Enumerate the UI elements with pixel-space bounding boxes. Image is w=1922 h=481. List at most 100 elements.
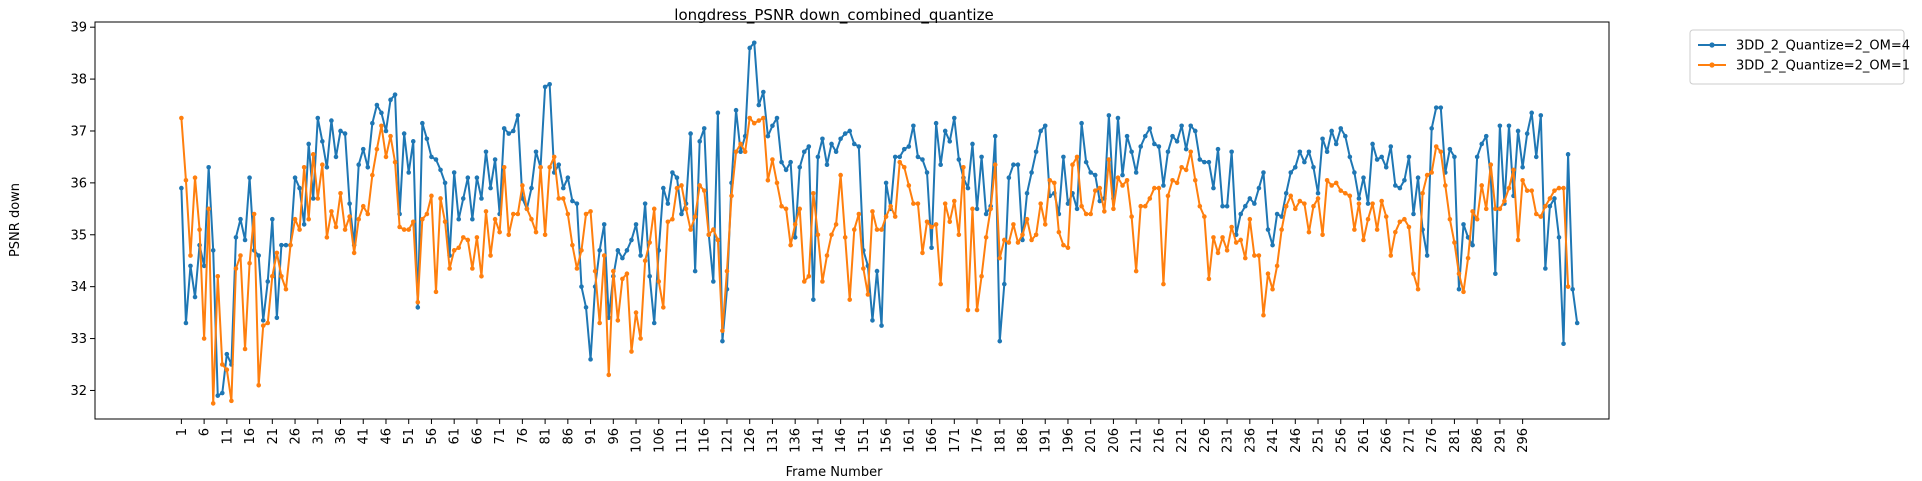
series-1-point: [915, 154, 921, 160]
series-2-point: [1183, 167, 1189, 173]
series-2-point: [806, 273, 812, 279]
x-tick-label: 76: [516, 428, 531, 445]
series-2-point: [992, 162, 998, 168]
series-2-point: [1383, 214, 1389, 219]
series-1-point: [824, 162, 830, 168]
x-tick-label: 91: [584, 428, 599, 445]
series-2-point: [751, 120, 757, 126]
series-2-point: [1338, 188, 1344, 193]
series-2-point: [1111, 206, 1116, 212]
series-1-point: [1097, 198, 1103, 204]
series-2-point: [788, 242, 793, 248]
series-2-point: [433, 289, 439, 295]
x-tick-label: 201: [1084, 428, 1099, 453]
series-1-point: [1543, 266, 1548, 271]
series-2-point: [1029, 237, 1034, 243]
series-2-point: [1470, 209, 1475, 214]
series-2-point: [1565, 284, 1571, 289]
series-2-point: [206, 206, 211, 212]
series-2-point: [1488, 162, 1494, 168]
series-1-point: [406, 170, 412, 175]
series-2-point: [501, 165, 507, 170]
series-2-point: [811, 190, 816, 196]
series-2-point: [242, 346, 248, 352]
series-2-point: [738, 141, 743, 147]
series-1-point: [1006, 175, 1012, 180]
series-1-point: [1283, 190, 1289, 196]
series-1-point: [1174, 139, 1180, 144]
series-1-point: [1033, 149, 1039, 155]
series-2-point: [638, 336, 643, 341]
x-tick-label: 6: [198, 428, 213, 436]
series-1-point: [420, 120, 425, 126]
series-1-point: [192, 294, 198, 300]
series-1-point: [1152, 141, 1157, 147]
x-tick-label: 111: [675, 428, 690, 453]
series-2-point: [815, 232, 821, 238]
series-2-point: [829, 232, 834, 238]
series-2-point: [588, 209, 593, 214]
series-2-point: [1370, 201, 1375, 206]
series-2-point: [670, 216, 675, 222]
series-1-point: [1161, 183, 1166, 188]
series-1-point: [761, 89, 766, 95]
series-1-point: [1474, 154, 1480, 160]
series-1-point: [270, 216, 275, 222]
series-2-point: [1297, 198, 1303, 204]
series-1-point: [410, 139, 416, 144]
series-2-point: [1042, 222, 1048, 227]
series-2-point: [942, 201, 948, 206]
series-1-point: [1261, 170, 1266, 175]
series-2-point: [179, 115, 184, 121]
series-2-point: [370, 172, 375, 178]
series-1-point: [1274, 211, 1280, 217]
series-2-point: [870, 209, 875, 214]
series-1-point: [638, 253, 643, 258]
series-2-point: [1097, 185, 1103, 191]
series-2-point: [520, 183, 525, 188]
x-tick-label: 26: [289, 428, 304, 445]
series-2-point: [820, 279, 825, 284]
series-1-point: [674, 175, 680, 180]
series-2-point: [420, 216, 425, 222]
series-2-point: [1142, 203, 1148, 209]
series-2-point: [1179, 165, 1184, 170]
series-2-point: [1115, 175, 1121, 180]
series-1-point: [1083, 159, 1089, 165]
series-2-point: [856, 211, 862, 217]
series-1-point: [701, 126, 707, 131]
series-1-point: [720, 338, 725, 344]
series-1-point: [438, 167, 443, 173]
series-2-point: [1156, 185, 1162, 191]
series-2-point: [861, 266, 866, 271]
series-2-point: [1411, 271, 1416, 276]
series-2-point: [633, 310, 639, 315]
series-2-point: [547, 165, 552, 170]
series-1-point: [1429, 126, 1434, 131]
series-1-point: [1574, 320, 1580, 326]
series-2-point: [347, 214, 352, 219]
series-1-point: [379, 110, 384, 116]
x-tick-label: 96: [607, 428, 622, 445]
x-tick-label: 196: [1061, 428, 1076, 453]
series-1-point: [310, 196, 316, 201]
series-1-point: [501, 126, 507, 131]
series-2-point: [911, 201, 916, 206]
series-1-point: [383, 128, 389, 134]
series-2-point: [1274, 263, 1280, 269]
series-1-point: [992, 133, 998, 139]
series-1-point: [715, 110, 721, 116]
series-1-point: [374, 102, 380, 108]
x-tick-label: 116: [698, 428, 713, 453]
series-1-point: [997, 338, 1003, 344]
series-1-point: [1202, 159, 1207, 165]
series-2-point: [933, 222, 939, 227]
series-1-point: [1042, 123, 1048, 129]
series-2-point: [892, 214, 898, 219]
series-1-point: [851, 141, 857, 147]
series-1-point: [1079, 120, 1084, 126]
series-1-point: [870, 318, 875, 323]
series-2-point: [329, 209, 334, 214]
series-1-point: [1383, 165, 1389, 170]
series-1-point: [510, 128, 516, 134]
